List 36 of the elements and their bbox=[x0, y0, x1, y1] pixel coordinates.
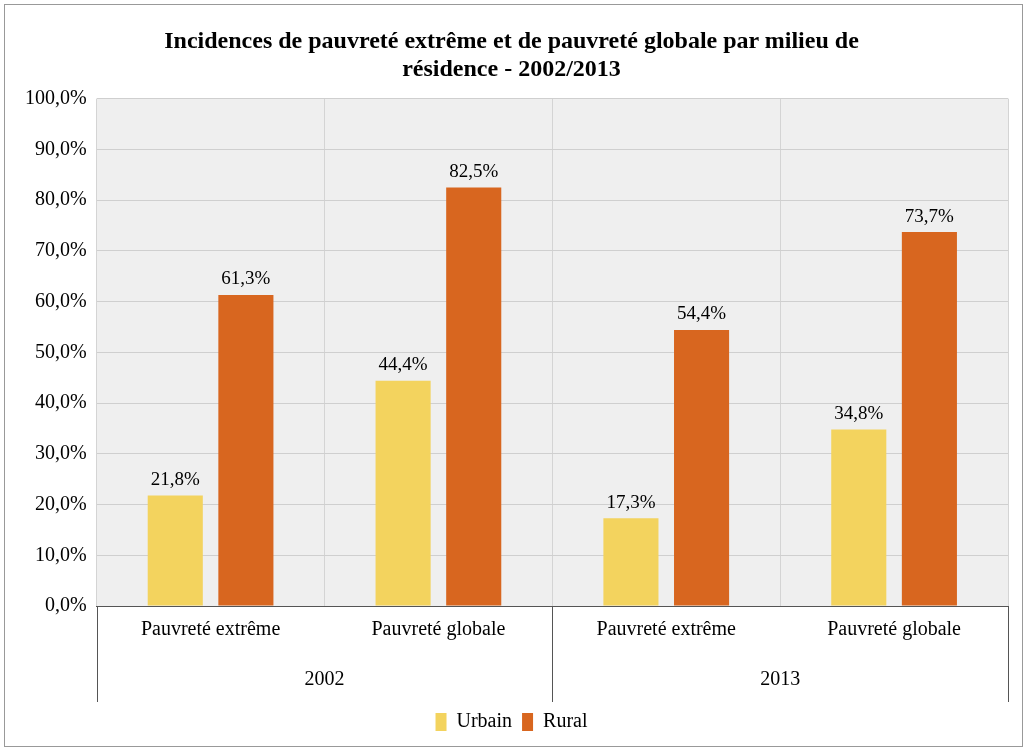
legend-label: Rural bbox=[543, 709, 588, 732]
data-label: 44,4% bbox=[378, 353, 428, 375]
y-tick-label: 80,0% bbox=[34, 187, 87, 210]
x-tick-label: Pauvreté extrême bbox=[140, 617, 281, 640]
y-tick-label: 50,0% bbox=[34, 339, 87, 362]
bar bbox=[446, 187, 502, 606]
text: 2013 bbox=[760, 667, 801, 690]
text: 2002 bbox=[304, 667, 345, 690]
y-tick-label: 10,0% bbox=[34, 542, 87, 565]
bar bbox=[901, 232, 957, 606]
y-tick-label: 20,0% bbox=[34, 491, 87, 514]
bar bbox=[375, 380, 431, 606]
x-tick-label: Pauvreté globale bbox=[371, 617, 506, 641]
data-label: 34,8% bbox=[834, 401, 884, 423]
bar bbox=[831, 429, 887, 606]
bar bbox=[218, 294, 274, 606]
data-label: 17,3% bbox=[606, 490, 656, 512]
data-label: 82,5% bbox=[449, 159, 499, 181]
x-tick-label: Pauvreté extrême bbox=[596, 617, 737, 640]
data-label: 54,4% bbox=[677, 302, 727, 324]
data-label: 61,3% bbox=[221, 267, 271, 289]
y-tick-label: 30,0% bbox=[34, 441, 87, 464]
bar bbox=[674, 329, 730, 606]
y-tick-label: 40,0% bbox=[34, 390, 87, 413]
data-label: 73,7% bbox=[904, 204, 955, 226]
bar bbox=[147, 495, 203, 606]
y-tick-label: 70,0% bbox=[34, 238, 87, 261]
legend-label: Urbain bbox=[456, 709, 513, 732]
y-tick-label: 0,0% bbox=[44, 593, 87, 616]
chart-title: Incidences de pauvreté extrême et de pauvreté globale par milieu de résidence - 2002/2013 bbox=[164, 26, 860, 82]
data-label: 21,8% bbox=[150, 467, 200, 489]
bar bbox=[603, 518, 659, 606]
x-tick-label: Pauvreté globale bbox=[827, 617, 962, 641]
y-tick-label: 60,0% bbox=[34, 288, 87, 311]
y-tick-label: 90,0% bbox=[34, 136, 87, 159]
y-tick-label: 100,0% bbox=[24, 85, 87, 108]
